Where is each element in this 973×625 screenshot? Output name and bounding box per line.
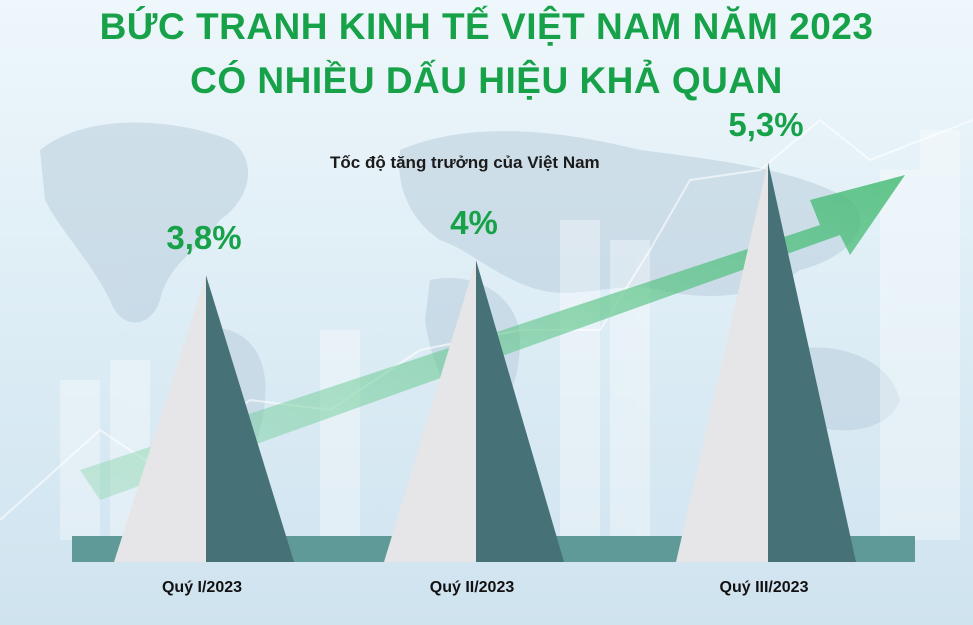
pyramid-dark-face bbox=[206, 275, 294, 562]
title-line-1: BỨC TRANH KINH TẾ VIỆT NAM NĂM 2023 bbox=[99, 6, 874, 47]
data-label: 4% bbox=[450, 204, 498, 241]
data-label: 5,3% bbox=[728, 106, 803, 143]
data-label: 3,8% bbox=[166, 219, 241, 256]
title-line-2: CÓ NHIỀU DẤU HIỆU KHẢ QUAN bbox=[190, 60, 783, 101]
pyramid-light-face bbox=[384, 260, 476, 562]
pyramid-light-face bbox=[114, 275, 206, 562]
category-label: Quý III/2023 bbox=[720, 579, 809, 596]
category-label: Quý I/2023 bbox=[162, 579, 242, 596]
pyramid-light-face bbox=[676, 162, 768, 562]
pyramid-dark-face bbox=[476, 260, 564, 562]
category-label: Quý II/2023 bbox=[430, 579, 515, 596]
pyramid-dark-face bbox=[768, 162, 856, 562]
chart-title: Tốc độ tăng trưởng của Việt Nam bbox=[330, 153, 600, 172]
